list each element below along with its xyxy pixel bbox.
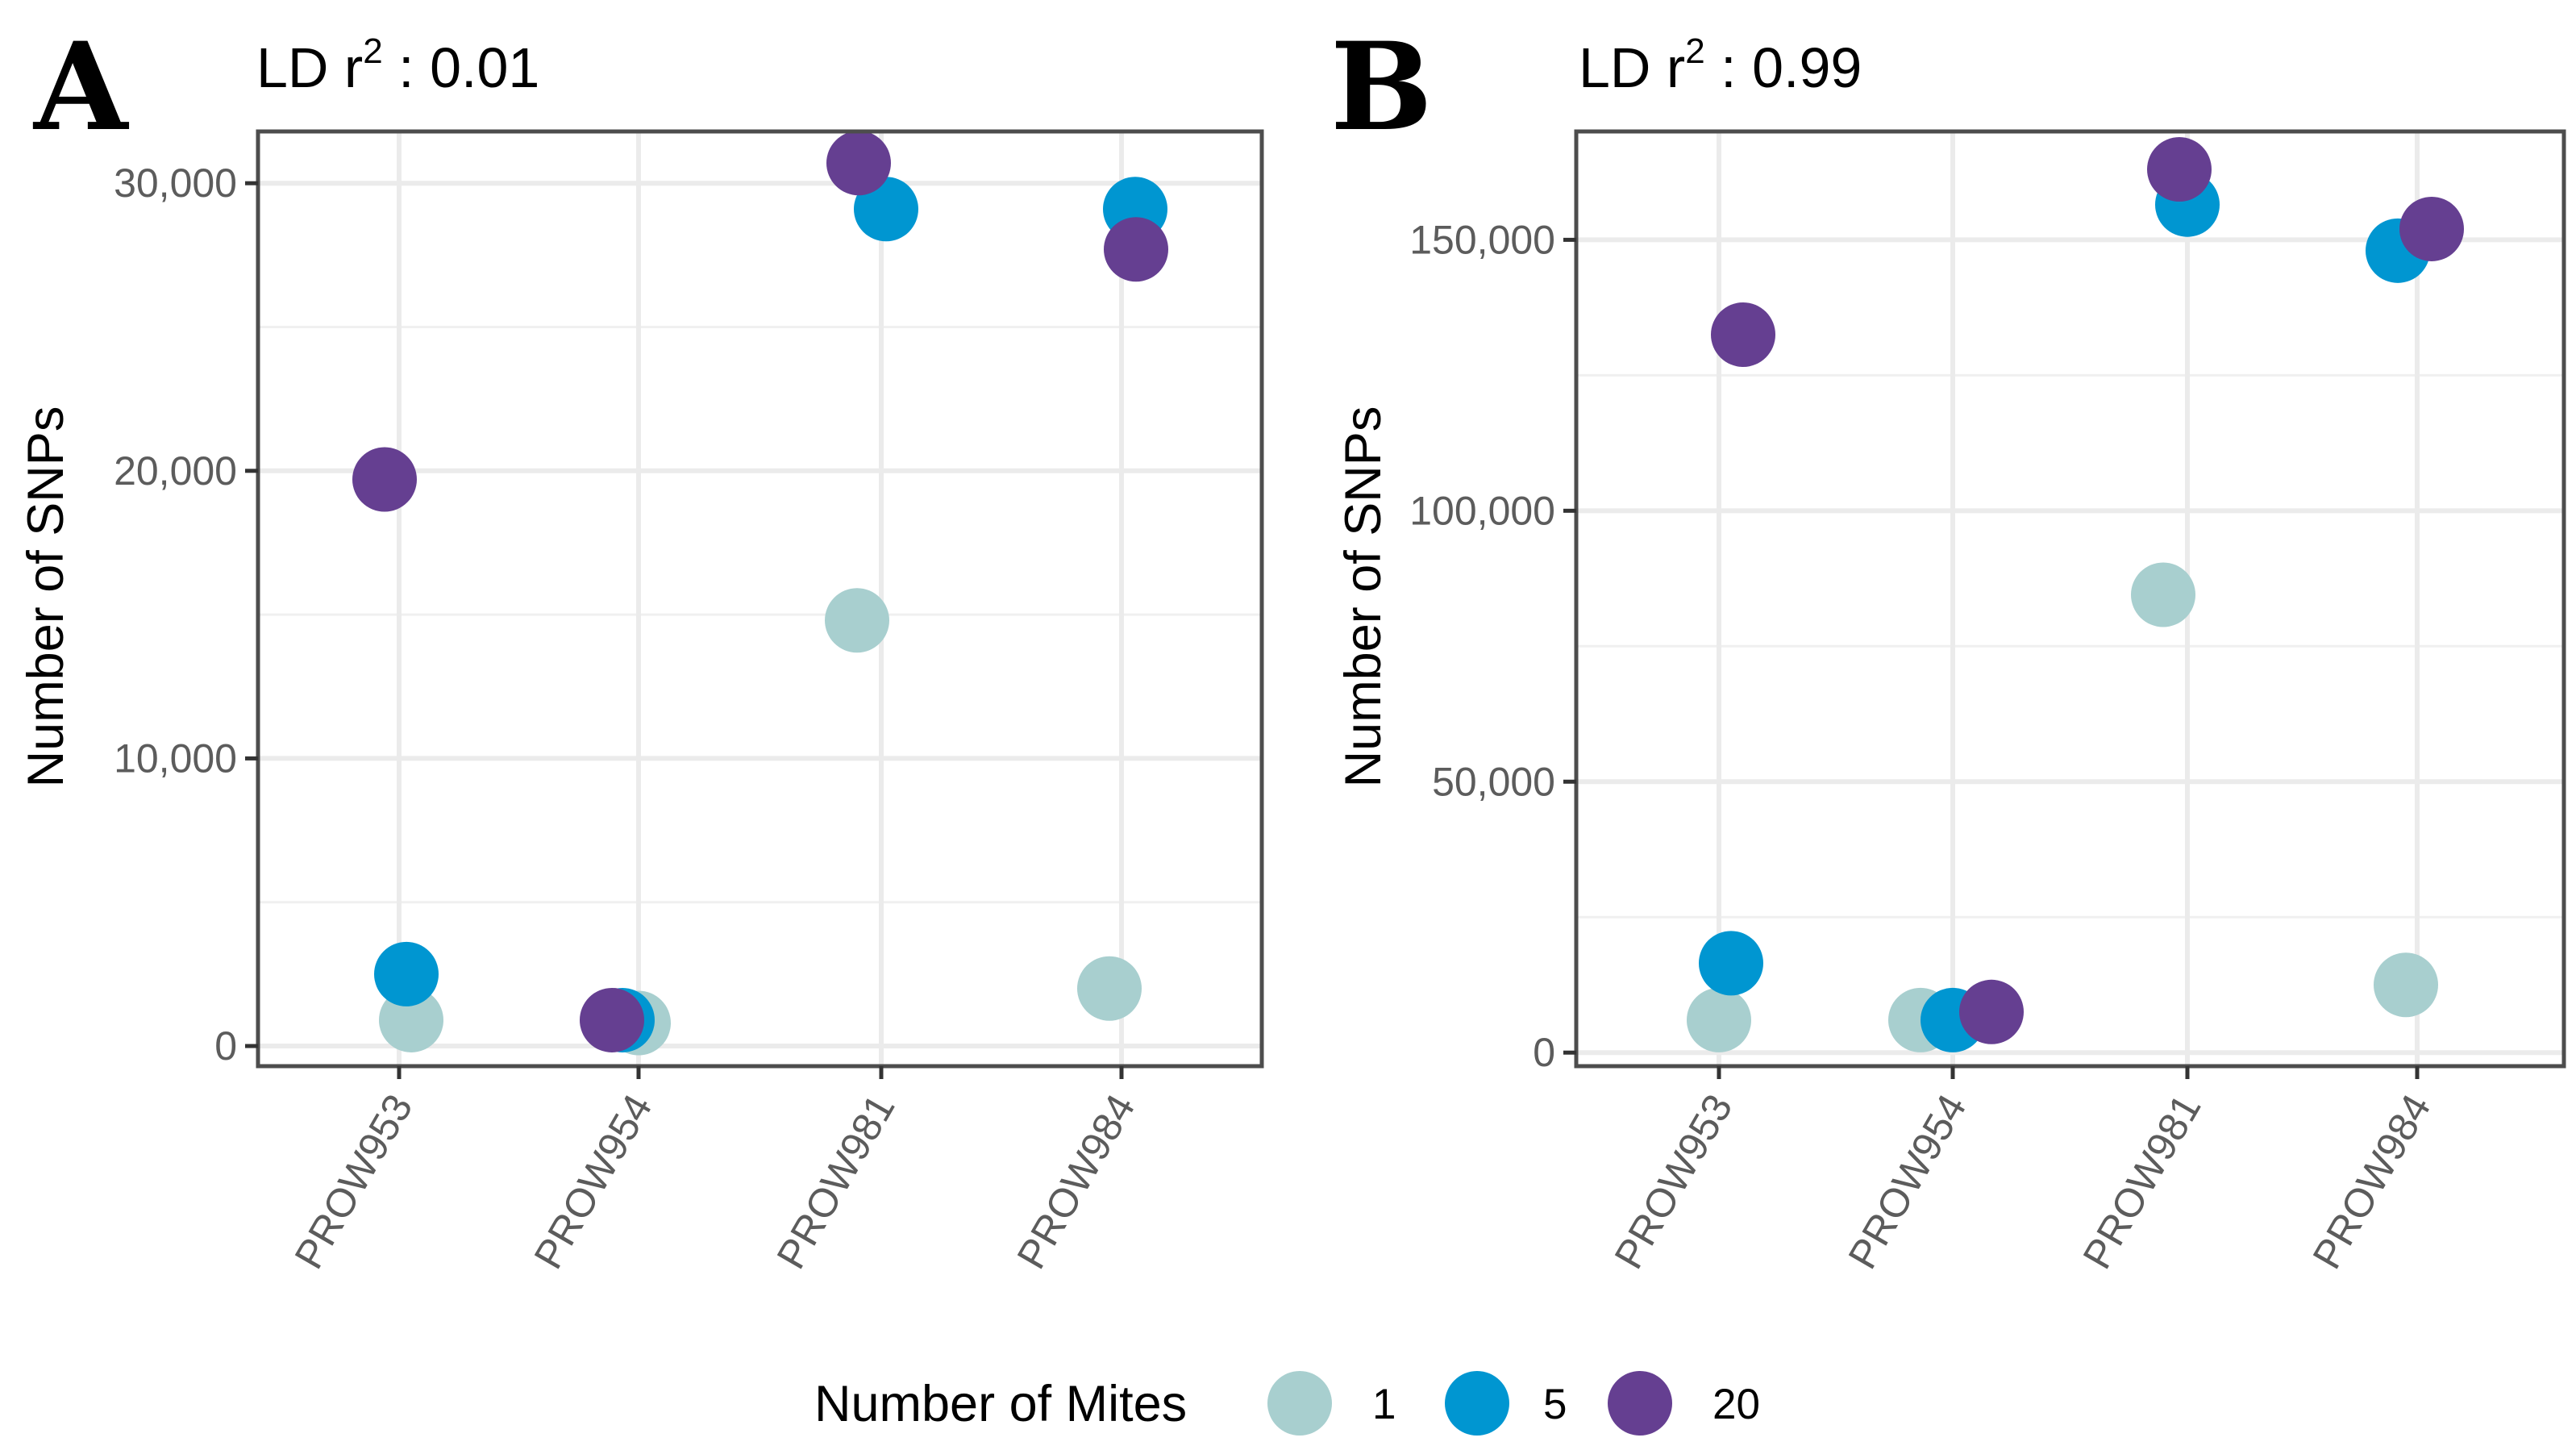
panel-letter-b: B	[1330, 16, 1433, 158]
legend-title: Number of Mites	[814, 1376, 1187, 1432]
point-20-mites-prow954	[580, 987, 644, 1052]
panel-b-title-superscript: 2	[1685, 31, 1704, 71]
y-tick-label: 100,000	[1409, 488, 1555, 533]
point-1-mites-prow953	[1687, 987, 1751, 1052]
point-1-mites-prow984	[1077, 956, 1142, 1021]
panel-a-border	[256, 129, 1264, 1069]
panel-letter-a: A	[32, 16, 130, 158]
panel-a-y-axis-label: Number of SNPs	[18, 406, 74, 788]
point-5-mites-prow953	[374, 941, 439, 1006]
point-20-mites-prow984	[2399, 196, 2464, 261]
legend-swatch-20	[1608, 1371, 1672, 1436]
panel-a-title-prefix: LD r	[256, 36, 363, 99]
panel-b: B LD r2 : 0.99 Number of SNPs 0 50,000 100…	[1330, 16, 2566, 1276]
y-tick-label: 20,000	[114, 448, 237, 494]
panel-b-title-suffix: : 0.99	[1705, 36, 1862, 99]
panel-b-plot-area	[1576, 131, 2564, 1066]
legend-label-5: 5	[1543, 1381, 1567, 1428]
point-1-mites-prow981	[2131, 562, 2195, 627]
legend: Number of Mites 1 5 20	[814, 1371, 1760, 1436]
point-20-mites-prow954	[1959, 979, 2024, 1044]
y-tick-label: 30,000	[114, 160, 237, 206]
legend-label-1: 1	[1372, 1381, 1396, 1428]
legend-swatch-1	[1267, 1371, 1332, 1436]
legend-label-20: 20	[1712, 1381, 1760, 1428]
point-20-mites-prow984	[1104, 217, 1168, 282]
panel-a-plot-area	[258, 131, 1262, 1066]
point-20-mites-prow981	[2147, 137, 2212, 202]
point-20-mites-prow953	[1711, 302, 1775, 367]
point-20-mites-prow953	[352, 447, 417, 512]
point-1-mites-prow981	[825, 588, 889, 653]
panel-a-title-superscript: 2	[363, 31, 382, 71]
point-5-mites-prow953	[1699, 931, 1763, 996]
y-tick-label: 50,000	[1432, 759, 1555, 804]
panel-b-title-prefix: LD r	[1579, 36, 1685, 99]
point-1-mites-prow984	[2374, 952, 2438, 1018]
legend-swatch-5	[1445, 1371, 1509, 1436]
y-tick-label: 0	[214, 1023, 237, 1069]
panel-b-y-axis-label: Number of SNPs	[1335, 406, 1392, 788]
panel-b-title: LD r2 : 0.99	[1579, 31, 1862, 99]
panel-b-border	[1574, 129, 2566, 1069]
point-20-mites-prow981	[826, 131, 891, 196]
y-tick-label: 150,000	[1409, 217, 1555, 262]
panel-a-title: LD r2 : 0.01	[256, 31, 539, 99]
y-tick-label: 0	[1533, 1030, 1555, 1075]
y-tick-label: 10,000	[114, 736, 237, 781]
panel-a-title-suffix: : 0.01	[383, 36, 540, 99]
